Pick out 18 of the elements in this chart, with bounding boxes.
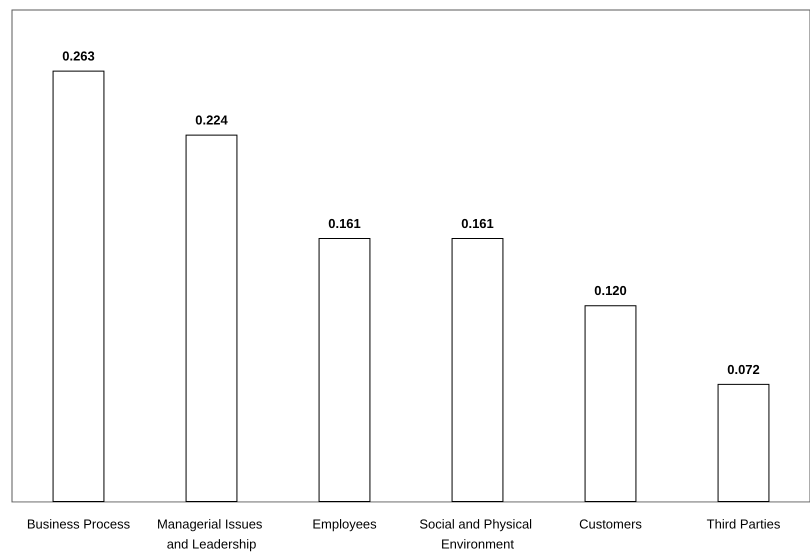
x-tick-label: Third Parties <box>706 516 781 532</box>
x-tick-label: Social and Physical Environment <box>419 516 536 552</box>
bar <box>718 384 770 502</box>
data-label: 0.161 <box>328 216 361 231</box>
data-label: 0.120 <box>594 283 627 298</box>
bar <box>452 238 504 502</box>
data-label: 0.161 <box>461 216 494 231</box>
bar <box>318 238 370 502</box>
bar <box>186 134 238 502</box>
x-tick-label: Managerial Issues and Leadership <box>156 516 266 552</box>
bar <box>584 305 636 502</box>
data-label: 0.072 <box>727 362 760 377</box>
bar <box>52 70 104 502</box>
x-tick-label: Employees <box>312 516 378 532</box>
x-tick-label: Business Process <box>26 516 131 532</box>
x-tick-label: Customers <box>579 516 642 532</box>
data-label: 0.224 <box>195 112 229 128</box>
data-label: 0.263 <box>62 48 95 64</box>
